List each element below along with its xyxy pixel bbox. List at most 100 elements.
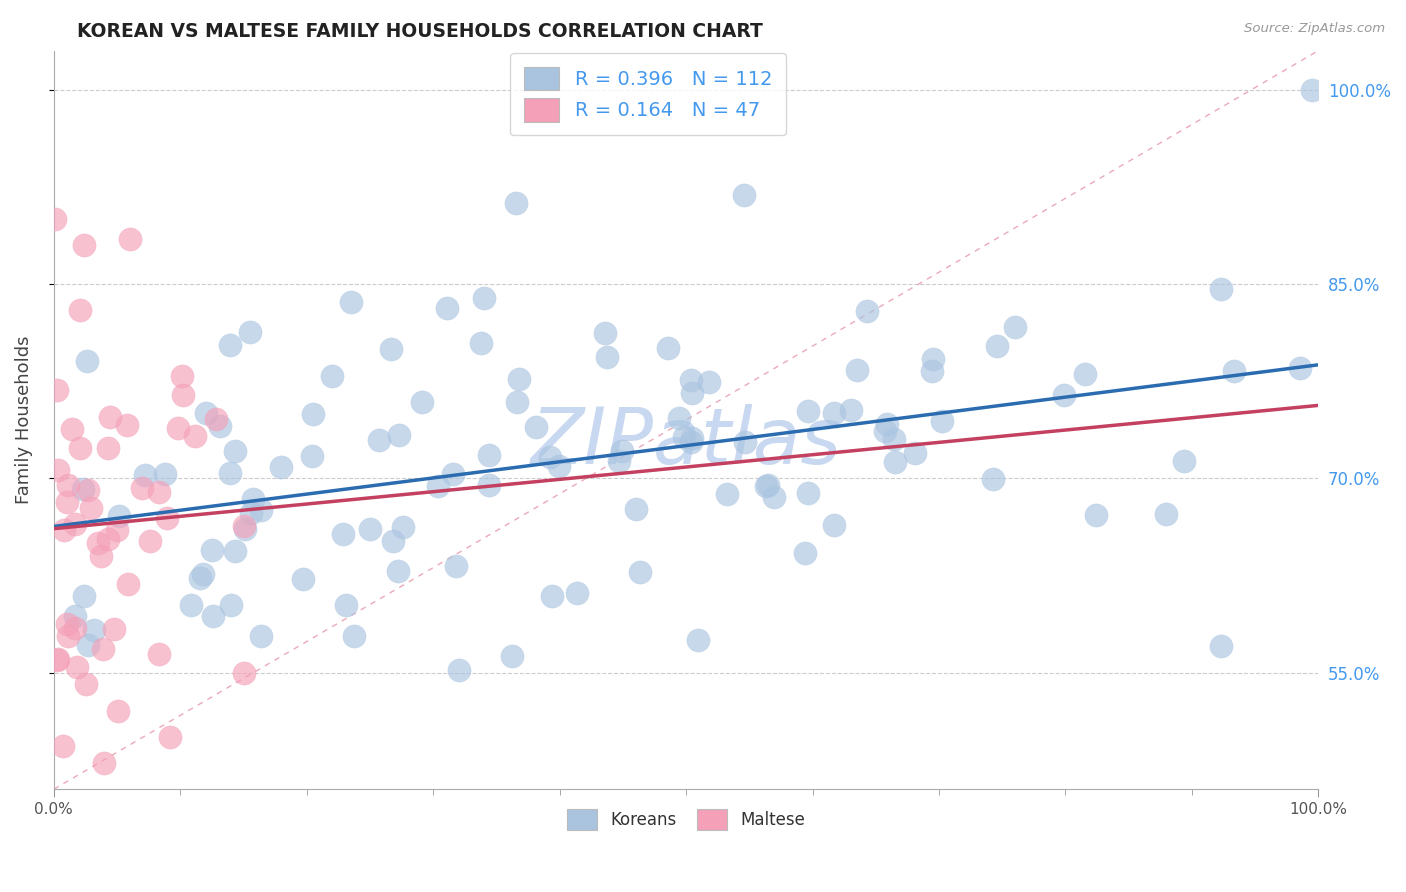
Point (673, 430, 696, 444)
Point (367, 434, 389, 448)
Point (884, 455, 907, 469)
Point (105, 524, 128, 538)
Point (501, 649, 523, 664)
Point (359, 522, 381, 536)
Point (668, 410, 690, 425)
Point (1074, 367, 1097, 381)
Legend: Koreans, Maltese: Koreans, Maltese (561, 803, 811, 837)
Point (117, 577, 139, 591)
Point (343, 629, 366, 643)
Point (118, 231, 141, 245)
Point (56, 478, 79, 492)
Point (1085, 508, 1108, 523)
Point (159, 731, 181, 745)
Point (1154, 507, 1177, 521)
Point (232, 666, 254, 681)
Point (115, 418, 138, 433)
Point (44, 212, 66, 227)
Point (219, 598, 242, 612)
Point (87, 535, 110, 549)
Point (180, 598, 202, 612)
Point (1004, 319, 1026, 334)
Point (793, 546, 815, 560)
Point (332, 527, 354, 541)
Point (202, 609, 225, 624)
Point (131, 481, 153, 495)
Point (856, 303, 879, 318)
Point (657, 341, 679, 355)
Point (688, 633, 710, 648)
Point (90, 549, 112, 564)
Point (505, 196, 527, 211)
Point (60, 422, 83, 436)
Point (679, 434, 702, 449)
Point (797, 404, 820, 418)
Point (242, 491, 264, 506)
Point (681, 431, 703, 445)
Point (841, 403, 863, 417)
Point (506, 395, 529, 409)
Point (981, 471, 1004, 485)
Point (392, 520, 415, 534)
Point (233, 522, 256, 536)
Point (63, 517, 86, 532)
Point (478, 448, 501, 462)
Point (388, 428, 411, 442)
Point (335, 599, 357, 613)
Point (426, 479, 449, 493)
Point (301, 449, 323, 463)
Point (921, 364, 943, 378)
Point (1223, 364, 1246, 378)
Point (302, 408, 325, 422)
Point (444, 559, 467, 574)
Point (387, 564, 409, 578)
Text: Source: ZipAtlas.com: Source: ZipAtlas.com (1244, 22, 1385, 36)
Point (184, 429, 207, 443)
Point (478, 478, 501, 492)
Point (56, 629, 79, 643)
Text: KOREAN VS MALTESE FAMILY HOUSEHOLDS CORRELATION CHART: KOREAN VS MALTESE FAMILY HOUSEHOLDS CORR… (77, 22, 763, 41)
Point (191, 567, 214, 582)
Point (472, 291, 495, 305)
Point (45, 383, 67, 397)
Point (679, 373, 702, 387)
Point (436, 301, 458, 315)
Point (63, 621, 86, 635)
Point (103, 622, 125, 636)
Point (541, 589, 564, 603)
Point (873, 424, 896, 438)
Point (156, 510, 179, 524)
Point (249, 502, 271, 516)
Point (382, 534, 405, 549)
Point (80, 500, 103, 515)
Point (93, 642, 115, 657)
Point (380, 343, 402, 357)
Point (205, 411, 228, 425)
Point (321, 369, 343, 384)
Point (846, 362, 869, 376)
Point (339, 294, 361, 309)
Point (76, 354, 98, 368)
Point (612, 444, 634, 458)
Point (108, 509, 131, 524)
Point (755, 479, 778, 493)
Point (107, 705, 129, 719)
Point (565, 586, 588, 600)
Point (139, 533, 162, 548)
Point (208, 418, 231, 433)
Point (883, 432, 905, 446)
Point (93, 756, 115, 771)
Point (77, 483, 100, 497)
Point (63, 609, 86, 624)
Point (65, 660, 87, 674)
Point (97, 441, 120, 455)
Point (69, 442, 91, 456)
Point (681, 385, 703, 400)
Y-axis label: Family Households: Family Households (15, 335, 32, 504)
Point (232, 518, 254, 533)
Point (52, 739, 75, 754)
Point (823, 518, 845, 533)
Point (547, 459, 569, 474)
Text: ZIPatlas: ZIPatlas (530, 404, 842, 480)
Point (75, 677, 97, 691)
